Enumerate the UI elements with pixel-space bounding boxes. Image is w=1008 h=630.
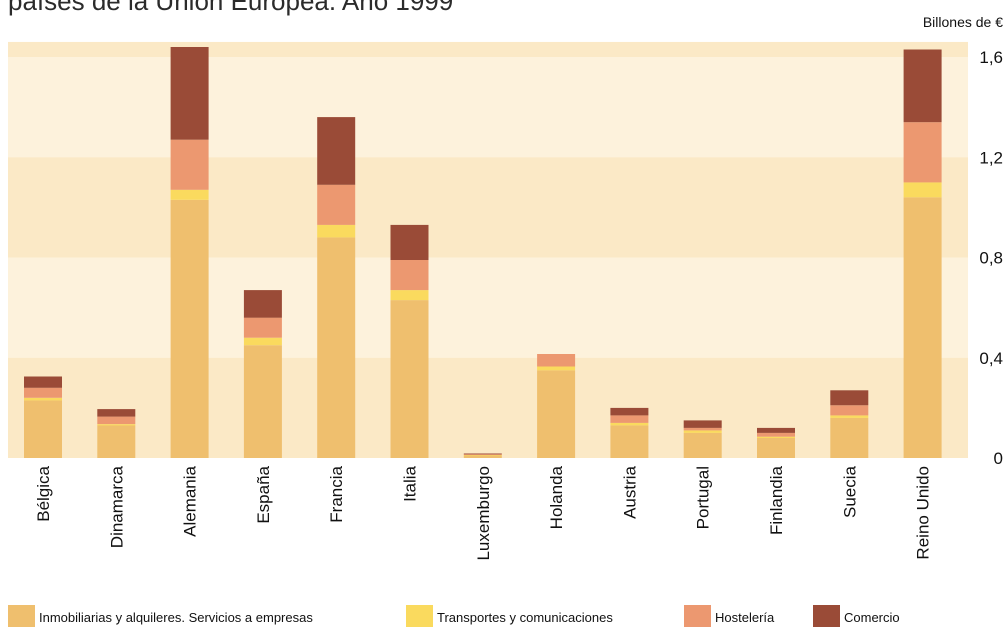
band-1 bbox=[8, 257, 968, 358]
band-0 bbox=[8, 357, 968, 458]
legend-swatch bbox=[813, 605, 840, 627]
bars bbox=[24, 47, 942, 459]
x-tick-label: Bélgica bbox=[34, 465, 53, 521]
bar-segment bbox=[170, 139, 209, 190]
bar-segment bbox=[24, 387, 62, 398]
bar-segment bbox=[170, 199, 209, 458]
bar-segment bbox=[683, 420, 722, 428]
bar-segment bbox=[683, 427, 722, 431]
bar-segment bbox=[903, 49, 942, 123]
bar-segment bbox=[610, 407, 649, 416]
y-tick-label: 0 bbox=[994, 449, 1003, 468]
bar-segment bbox=[757, 437, 795, 458]
bar-segment bbox=[463, 453, 502, 455]
bar-segment bbox=[830, 417, 869, 458]
x-tick-label: Finlandia bbox=[767, 465, 786, 535]
y-tick-label: 1,6 bbox=[979, 48, 1003, 67]
bar-segment bbox=[463, 455, 502, 456]
bar-segment bbox=[243, 290, 282, 318]
bar-segment bbox=[243, 345, 282, 458]
bar-segment bbox=[830, 415, 869, 418]
band-2 bbox=[8, 157, 968, 258]
bar-segment bbox=[757, 427, 795, 433]
legend-swatch bbox=[8, 605, 35, 627]
bar-segment bbox=[97, 416, 136, 425]
legend-label: Inmobiliarias y alquileres. Servicios a … bbox=[39, 610, 313, 625]
bar-segment bbox=[610, 415, 649, 423]
bar-segment bbox=[317, 237, 356, 458]
legend: Inmobiliarias y alquileres. Servicios a … bbox=[8, 605, 900, 627]
x-tick-label: Alemania bbox=[181, 465, 200, 536]
x-tick-label: Suecia bbox=[840, 465, 859, 518]
bar-segment bbox=[317, 117, 356, 185]
x-tick-label: Francia bbox=[327, 465, 346, 522]
bar-segment bbox=[390, 300, 429, 458]
bar-segment bbox=[97, 424, 136, 426]
bar-segment bbox=[463, 455, 502, 458]
legend-label: Hostelería bbox=[715, 610, 775, 625]
legend-label: Comercio bbox=[844, 610, 900, 625]
bar-segment bbox=[170, 47, 209, 140]
bar-segment bbox=[24, 376, 62, 388]
x-tick-label: Luxemburgo bbox=[474, 466, 493, 561]
x-tick-label: Italia bbox=[401, 465, 420, 501]
bar-segment bbox=[830, 405, 869, 416]
background-bands bbox=[8, 41, 968, 459]
bar-segment bbox=[610, 422, 649, 426]
bar-segment bbox=[610, 425, 649, 458]
bar-segment bbox=[903, 122, 942, 183]
bar-segment bbox=[97, 409, 136, 417]
bar-segment bbox=[97, 425, 136, 458]
bar-segment bbox=[463, 454, 502, 455]
legend-swatch bbox=[406, 605, 433, 627]
bar-segment bbox=[243, 337, 282, 346]
bar-segment bbox=[390, 224, 429, 260]
x-tick-label: Reino Unido bbox=[914, 466, 933, 560]
x-tick-label: Dinamarca bbox=[107, 465, 126, 548]
bar-segment bbox=[390, 260, 429, 291]
bar-segment bbox=[170, 189, 209, 200]
x-tick-label: Holanda bbox=[547, 465, 566, 529]
chart-title: países de la Unión Europea. Año 1999 bbox=[8, 0, 453, 16]
bar-segment bbox=[537, 366, 576, 371]
legend-swatch bbox=[684, 605, 711, 627]
bar-segment bbox=[317, 184, 356, 225]
bar-segment bbox=[757, 432, 795, 437]
y-axis: 0 0,4 0,8 1,2 1,6 bbox=[979, 48, 1003, 468]
bar-segment bbox=[317, 224, 356, 238]
bar-segment bbox=[24, 397, 62, 401]
x-tick-label: Austria bbox=[620, 465, 639, 518]
bar-segment bbox=[24, 400, 62, 458]
band-3 bbox=[8, 57, 968, 158]
x-tick-label: Portugal bbox=[694, 466, 713, 529]
bar-segment bbox=[903, 182, 942, 198]
band-4 bbox=[8, 41, 968, 57]
x-axis: Bélgica Dinamarca Alemania España Francia Ita… bbox=[34, 465, 933, 560]
bar-segment bbox=[390, 290, 429, 301]
y-tick-label: 1,2 bbox=[979, 148, 1003, 167]
y-tick-label: 0,4 bbox=[979, 349, 1003, 368]
bar-segment bbox=[757, 436, 795, 438]
legend-label: Transportes y comunicaciones bbox=[437, 610, 613, 625]
bar-segment bbox=[243, 317, 282, 338]
bar-segment bbox=[683, 430, 722, 433]
y-tick-label: 0,8 bbox=[979, 249, 1003, 268]
bar-segment bbox=[683, 432, 722, 458]
bar-segment bbox=[830, 390, 869, 406]
unit-label: Billones de € bbox=[923, 14, 1003, 30]
bar-segment bbox=[537, 370, 576, 458]
bar-segment bbox=[903, 197, 942, 459]
x-tick-label: España bbox=[254, 465, 273, 523]
bar-segment bbox=[537, 354, 576, 367]
